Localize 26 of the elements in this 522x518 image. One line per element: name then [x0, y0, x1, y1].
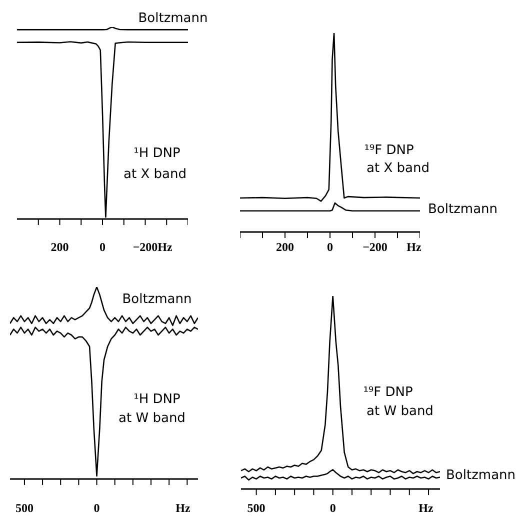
x-tick-label: −200 — [362, 240, 388, 254]
series-label: Boltzmann — [446, 468, 516, 483]
annotation: ¹⁹F DNP — [364, 143, 414, 158]
annotation: at X band — [124, 167, 186, 182]
series-label: Boltzmann — [138, 11, 208, 26]
annotation: ¹H DNP — [134, 392, 180, 407]
x-tick-label: 0 — [100, 240, 106, 254]
annotation: ¹H DNP — [134, 146, 180, 161]
x-tick-label: 200 — [276, 240, 294, 254]
annotation: ¹⁹F DNP — [363, 385, 413, 400]
x-tick-label: 500 — [15, 500, 34, 515]
x-tick-label: 0 — [327, 240, 333, 254]
x-tick-label: 0 — [94, 500, 100, 515]
x-tick-label: −200 — [132, 240, 158, 254]
x-axis-title: Hz — [158, 240, 172, 255]
x-tick-label: 500 — [247, 500, 266, 515]
x-axis-title: Hz — [406, 240, 422, 255]
x-tick-label: 0 — [330, 500, 336, 515]
series-label: Boltzmann — [428, 202, 498, 217]
x-axis-title: Hz — [418, 501, 434, 516]
x-tick-label: 200 — [50, 240, 69, 254]
annotation: at X band — [366, 161, 430, 176]
annotation: at W band — [366, 404, 434, 419]
x-axis-title: Hz — [176, 501, 190, 516]
annotation: at W band — [118, 411, 186, 426]
series-label: Boltzmann — [122, 292, 192, 307]
